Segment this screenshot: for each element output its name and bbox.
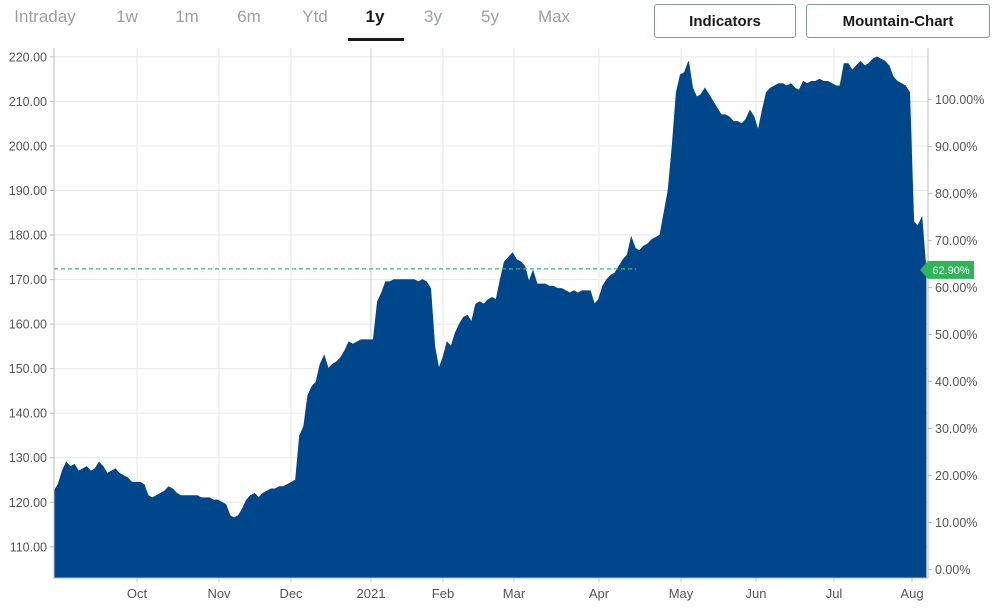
left-tick-label: 200.00: [9, 139, 47, 153]
tab-intraday[interactable]: Intraday: [14, 7, 76, 26]
x-tick-label: Apr: [589, 586, 610, 601]
tab-5y[interactable]: 5y: [481, 7, 499, 26]
x-tick-label: Dec: [279, 586, 303, 601]
left-tick-label: 160.00: [9, 318, 47, 332]
tab-max[interactable]: Max: [537, 7, 571, 26]
left-tick-label: 220.00: [9, 50, 47, 64]
left-tick-label: 120.00: [9, 496, 47, 510]
right-tick-label: 30.00%: [935, 422, 977, 436]
indicators-button[interactable]: Indicators: [654, 4, 796, 38]
change-badge-label: 62.90%: [932, 265, 970, 277]
left-tick-label: 130.00: [9, 451, 47, 465]
area-path: [53, 56, 927, 579]
right-tick-label: 80.00%: [935, 187, 977, 201]
right-axis-ticks: 100.00% 90.00% 80.00% 70.00% 60.00% 50.00% 40.…: [928, 93, 984, 577]
active-tab-underline: [348, 38, 404, 41]
tab-6m[interactable]: 6m: [237, 7, 261, 26]
x-tick-label: Oct: [127, 586, 148, 601]
right-tick-label: 70.00%: [935, 234, 977, 248]
x-tick-label: May: [669, 586, 694, 601]
area-series: [53, 56, 927, 579]
tab-ytd[interactable]: Ytd: [302, 7, 328, 26]
left-axis-ticks: 220.00 210.00 200.00 190.00 180.00 170.00 160.…: [9, 50, 54, 554]
x-axis-labels: Oct Nov Dec 2021 Feb Mar Apr May Jun Jul Aug: [127, 578, 924, 601]
change-badge-shape: [920, 260, 974, 279]
left-tick-label: 150.00: [9, 362, 47, 376]
right-tick-label: 20.00%: [935, 469, 977, 483]
right-tick-label: 0.00%: [935, 563, 970, 577]
tab-3y[interactable]: 3y: [424, 7, 442, 26]
x-tick-label: Jun: [746, 586, 767, 601]
left-tick-label: 140.00: [9, 407, 47, 421]
tab-1m[interactable]: 1m: [175, 7, 199, 26]
mountain-chart-button[interactable]: Mountain-Chart: [806, 4, 990, 38]
left-tick-label: 110.00: [10, 540, 47, 554]
x-tick-label: Mar: [503, 586, 526, 601]
right-tick-label: 60.00%: [935, 281, 977, 295]
x-tick-label: Jul: [826, 586, 843, 601]
axes: [53, 48, 929, 579]
right-tick-label: 50.00%: [935, 328, 977, 342]
current-change-badge: 62.90%: [920, 260, 974, 279]
left-tick-label: 190.00: [9, 184, 47, 198]
range-tabs: Intraday 1w 1m 6m Ytd 1y 3y 5y Max: [0, 0, 640, 44]
right-tick-label: 90.00%: [935, 140, 977, 154]
x-tick-label: 2021: [357, 586, 386, 601]
left-tick-label: 170.00: [9, 273, 47, 287]
left-tick-label: 180.00: [9, 229, 47, 243]
tab-1w[interactable]: 1w: [116, 7, 138, 26]
x-tick-label: Aug: [900, 586, 923, 601]
x-tick-label: Nov: [207, 586, 231, 601]
right-tick-label: 10.00%: [935, 516, 977, 530]
tab-1y[interactable]: 1y: [365, 7, 385, 26]
right-tick-label: 40.00%: [935, 375, 977, 389]
right-tick-label: 100.00%: [935, 93, 984, 107]
left-tick-label: 210.00: [9, 95, 47, 109]
x-tick-label: Feb: [432, 586, 454, 601]
